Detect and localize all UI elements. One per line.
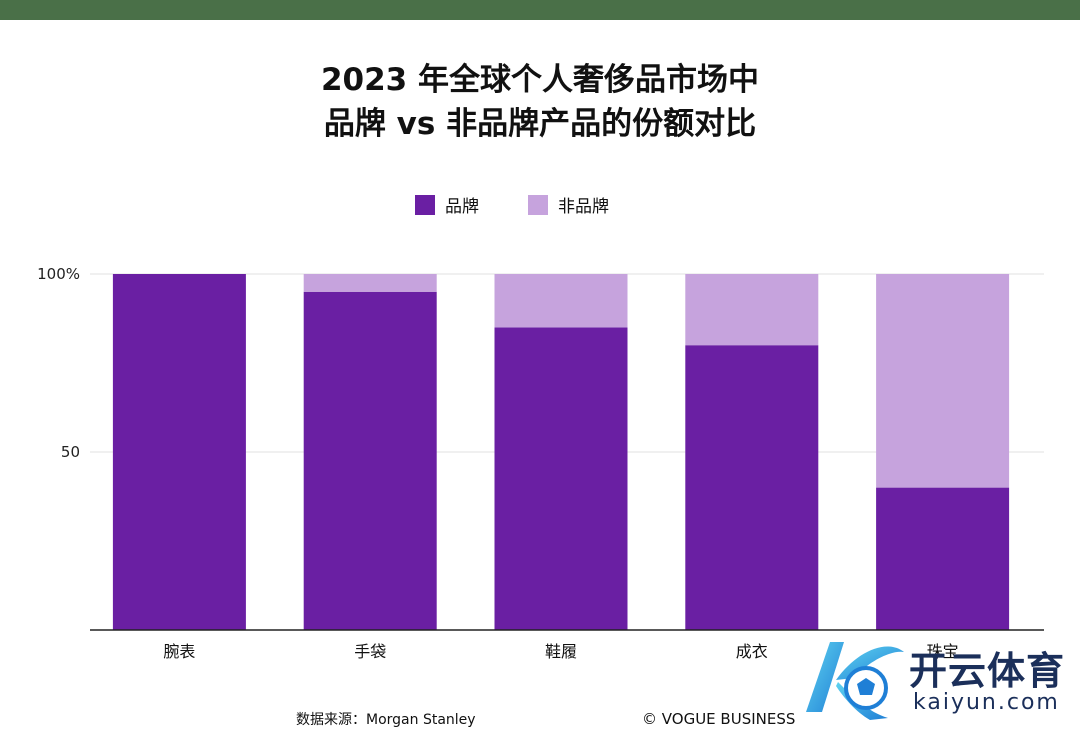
bar-branded [876, 487, 1010, 630]
x-tick-label: 手袋 [354, 642, 386, 661]
bar-non-branded [303, 274, 437, 292]
data-source-note: 数据来源：Morgan Stanley [296, 712, 476, 728]
chart-title-line-1: 2023 年全球个人奢侈品市场中 [320, 62, 760, 98]
legend-swatch-branded [415, 194, 435, 215]
y-tick-label: 100% [37, 265, 80, 283]
legend-label-non-branded: 非品牌 [558, 197, 609, 217]
y-tick-label: 50 [61, 443, 80, 461]
legend-item-non-branded: 非品牌 [528, 192, 609, 217]
bar-non-branded [876, 274, 1010, 488]
x-tick-label: 腕表 [163, 642, 195, 661]
legend-swatch-non-branded [528, 194, 548, 215]
watermark-logo: 开云体育 kaiyun.com [796, 632, 1080, 728]
bar-branded [494, 327, 628, 630]
bar-branded [303, 291, 437, 630]
copyright-credit: © VOGUE BUSINESS [642, 710, 796, 728]
chart-title-line-2: 品牌 vs 非品牌产品的份额对比 [323, 106, 757, 142]
logo-name-cn: 开云体育 [909, 649, 1066, 693]
legend-label-branded: 品牌 [445, 197, 479, 217]
chart-legend: 品牌 非品牌 [0, 192, 1080, 220]
x-tick-label: 鞋履 [545, 642, 577, 661]
logo-name-en: kaiyun.com [913, 690, 1060, 715]
bar-branded [685, 345, 819, 630]
kaiyun-logo-icon [806, 642, 904, 720]
x-tick-label: 珠宝 [927, 642, 959, 661]
legend-item-branded: 品牌 [415, 192, 479, 217]
bar-non-branded [685, 274, 819, 346]
bar-branded [112, 274, 246, 630]
x-tick-label: 成衣 [736, 642, 768, 661]
bar-non-branded [494, 274, 628, 328]
chart-title: 2023 年全球个人奢侈品市场中 品牌 vs 非品牌产品的份额对比 [0, 58, 1080, 146]
top-accent-bar [0, 0, 1080, 20]
